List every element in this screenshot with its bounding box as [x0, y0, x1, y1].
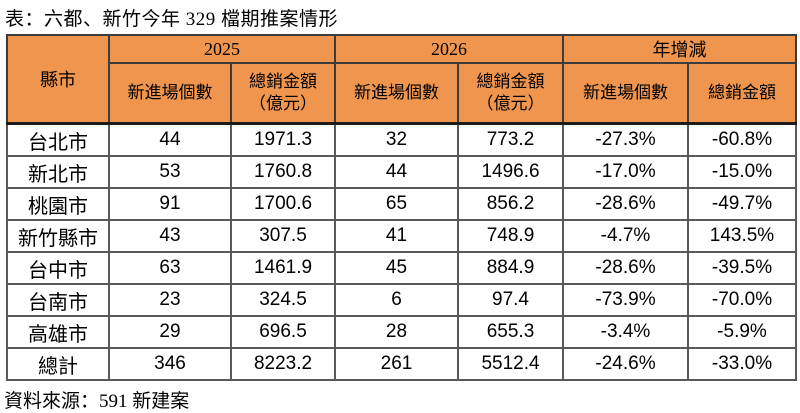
city-cell: 台南市 [6, 283, 110, 317]
header-group-2025: 2025 [108, 34, 336, 64]
value-cell: 1971.3 [230, 122, 336, 157]
value-cell: 44 [334, 155, 459, 189]
city-cell: 桃園市 [6, 187, 110, 221]
value-cell: 748.9 [457, 219, 564, 253]
value-cell: 53 [108, 155, 232, 189]
value-cell: 1461.9 [230, 251, 336, 285]
city-cell: 高雄市 [6, 315, 110, 349]
value-cell: -17.0% [562, 155, 689, 189]
value-cell: 43 [108, 219, 232, 253]
value-cell: 45 [334, 251, 459, 285]
header-sub-yoy-count: 新進場個數 [562, 62, 689, 125]
value-cell: 28 [334, 315, 459, 349]
header-group-2026: 2026 [334, 34, 564, 64]
value-cell: -28.6% [562, 187, 689, 221]
header-sub-label: 總銷金額 [476, 71, 545, 91]
value-cell: -3.4% [562, 315, 689, 349]
value-cell: 41 [334, 219, 459, 253]
header-sub-row: 新進場個數 總銷金額 （億元） 新進場個數 總銷金額 （億元） 新進場個數 總銷金額 [7, 62, 797, 125]
value-cell: -28.6% [562, 251, 689, 285]
value-cell: 97.4 [457, 283, 564, 317]
header-sub-label-line2: （億元） [476, 94, 545, 113]
header-sub-label: 新進場個數 [354, 82, 439, 102]
value-cell: 23 [108, 283, 232, 317]
table-row: 桃園市 91 1700.6 65 856.2 -28.6% -49.7% [6, 187, 797, 221]
header-sub-label: 新進場個數 [583, 82, 668, 102]
value-cell: 91 [108, 187, 232, 221]
source-note: 資料來源：591 新建案 [4, 391, 190, 412]
value-cell: 1496.6 [457, 155, 564, 189]
city-cell: 台中市 [6, 251, 110, 285]
header-sub-2026-count: 新進場個數 [334, 62, 459, 125]
header-city: 縣市 [6, 34, 110, 125]
header-sub-label: 總銷金額 [249, 71, 317, 91]
city-cell: 台北市 [6, 122, 110, 157]
value-cell: 63 [108, 251, 232, 285]
value-cell: -70.0% [687, 283, 797, 317]
value-cell: -49.7% [687, 187, 797, 221]
table-row: 台南市 23 324.5 6 97.4 -73.9% -70.0% [6, 283, 797, 317]
value-cell: -5.9% [687, 315, 797, 349]
value-cell: 346 [108, 347, 232, 381]
value-cell: 44 [108, 122, 232, 157]
value-cell: 1700.6 [230, 187, 336, 221]
header-group-yoy: 年增減 [562, 34, 797, 64]
value-cell: 884.9 [457, 251, 564, 285]
table-row: 新北市 53 1760.8 44 1496.6 -17.0% -15.0% [6, 155, 797, 189]
value-cell: 5512.4 [457, 347, 564, 381]
header-sub-2026-amount: 總銷金額 （億元） [457, 62, 564, 125]
city-cell: 總計 [6, 347, 110, 381]
value-cell: 655.3 [457, 315, 564, 349]
value-cell: 32 [334, 122, 459, 157]
header-sub-yoy-amount: 總銷金額 [687, 62, 797, 125]
value-cell: -60.8% [687, 122, 797, 157]
value-cell: 324.5 [230, 283, 336, 317]
table-row: 台北市 44 1971.3 32 773.2 -27.3% -60.8% [6, 122, 797, 157]
value-cell: 773.2 [457, 122, 564, 157]
value-cell: 6 [334, 283, 459, 317]
value-cell: 696.5 [230, 315, 336, 349]
value-cell: -39.5% [687, 251, 797, 285]
value-cell: 1760.8 [230, 155, 336, 189]
value-cell: -33.0% [687, 347, 797, 381]
header-sub-label: 新進場個數 [127, 82, 213, 102]
value-cell: -73.9% [562, 283, 689, 317]
table-row: 新竹縣市 43 307.5 41 748.9 -4.7% 143.5% [6, 219, 797, 253]
value-cell: -24.6% [562, 347, 689, 381]
launch-table: 縣市 2025 2026 年增減 新進場個數 總銷金額 （億元） 新進場個數 總銷… [6, 34, 797, 381]
header-group-row: 縣市 2025 2026 年增減 [6, 34, 797, 125]
value-cell: 65 [334, 187, 459, 221]
city-cell: 新竹縣市 [6, 219, 110, 253]
table-row-total: 總計 346 8223.2 261 5512.4 -24.6% -33.0% [6, 347, 797, 381]
value-cell: 856.2 [457, 187, 564, 221]
value-cell: 307.5 [230, 219, 336, 253]
value-cell: -15.0% [687, 155, 797, 189]
table-row: 台中市 63 1461.9 45 884.9 -28.6% -39.5% [6, 251, 797, 285]
value-cell: 29 [108, 315, 232, 349]
value-cell: -4.7% [562, 219, 689, 253]
table-title: 表：六都、新竹今年 329 檔期推案情形 [5, 9, 339, 30]
value-cell: 143.5% [687, 219, 797, 253]
header-sub-label-line2: （億元） [249, 94, 317, 113]
header-sub-2025-amount: 總銷金額 （億元） [230, 62, 336, 125]
city-cell: 新北市 [6, 155, 110, 189]
table-row: 高雄市 29 696.5 28 655.3 -3.4% -5.9% [6, 315, 797, 349]
value-cell: 261 [334, 347, 459, 381]
value-cell: 8223.2 [230, 347, 336, 381]
header-sub-2025-count: 新進場個數 [108, 62, 232, 125]
header-sub-label: 總銷金額 [708, 82, 776, 102]
value-cell: -27.3% [562, 122, 689, 157]
